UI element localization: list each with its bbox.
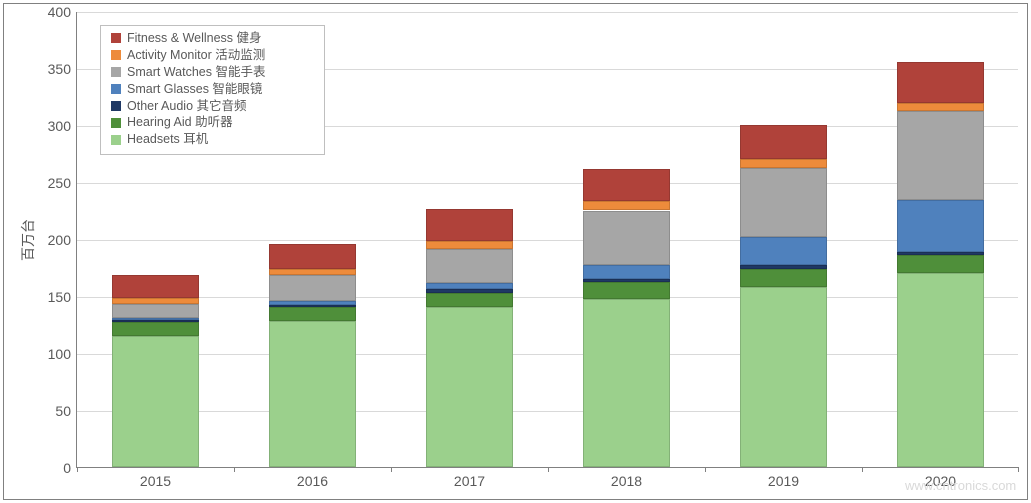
x-tick-label: 2017 bbox=[454, 467, 485, 489]
legend-swatch bbox=[111, 84, 121, 94]
bar-segment-smartwatch bbox=[269, 275, 357, 300]
gridline bbox=[77, 297, 1018, 298]
y-axis-title: 百万台 bbox=[18, 219, 38, 261]
legend-label: Smart Watches 智能手表 bbox=[127, 64, 265, 81]
gridline bbox=[77, 183, 1018, 184]
bar-segment-otheraudio bbox=[426, 289, 514, 292]
bar-segment-fitness bbox=[897, 62, 985, 103]
bar-segment-smartwatch bbox=[426, 249, 514, 283]
legend-swatch bbox=[111, 118, 121, 128]
bar-segment-fitness bbox=[426, 209, 514, 241]
x-tick-mark bbox=[77, 467, 78, 472]
bar-segment-activity bbox=[583, 201, 671, 210]
gridline bbox=[77, 12, 1018, 13]
legend-label: Fitness & Wellness 健身 bbox=[127, 30, 262, 47]
legend-item-smartglass: Smart Glasses 智能眼镜 bbox=[111, 81, 314, 98]
bar-group bbox=[583, 11, 671, 467]
legend-item-smartwatch: Smart Watches 智能手表 bbox=[111, 64, 314, 81]
legend-swatch bbox=[111, 33, 121, 43]
legend-item-otheraudio: Other Audio 其它音频 bbox=[111, 98, 314, 115]
bar-segment-smartwatch bbox=[740, 168, 828, 236]
bar-segment-otheraudio bbox=[269, 305, 357, 307]
bar-segment-otheraudio bbox=[740, 265, 828, 268]
legend-swatch bbox=[111, 67, 121, 77]
x-tick-mark bbox=[548, 467, 549, 472]
bar-segment-headsets bbox=[740, 287, 828, 467]
bar-segment-smartglass bbox=[112, 318, 200, 320]
x-tick-label: 2018 bbox=[611, 467, 642, 489]
bar-segment-activity bbox=[426, 241, 514, 249]
x-tick-label: 2015 bbox=[140, 467, 171, 489]
bar-segment-smartglass bbox=[426, 283, 514, 289]
legend: Fitness & Wellness 健身Activity Monitor 活动… bbox=[100, 25, 325, 155]
legend-label: Activity Monitor 活动监测 bbox=[127, 47, 265, 64]
legend-item-headsets: Headsets 耳机 bbox=[111, 131, 314, 148]
bar-segment-activity bbox=[269, 269, 357, 276]
bar-segment-hearingaid bbox=[112, 322, 200, 336]
bar-segment-fitness bbox=[583, 169, 671, 201]
legend-label: Smart Glasses 智能眼镜 bbox=[127, 81, 262, 98]
bar-group bbox=[426, 11, 514, 467]
bar-segment-smartglass bbox=[740, 237, 828, 266]
y-tick-label: 50 bbox=[55, 403, 77, 419]
y-tick-label: 100 bbox=[48, 346, 77, 362]
bar-group bbox=[740, 11, 828, 467]
bar-segment-fitness bbox=[112, 275, 200, 298]
x-tick-mark bbox=[391, 467, 392, 472]
bar-segment-hearingaid bbox=[269, 307, 357, 321]
y-tick-label: 150 bbox=[48, 289, 77, 305]
bar-segment-otheraudio bbox=[112, 320, 200, 322]
bar-segment-activity bbox=[112, 298, 200, 304]
legend-item-hearingaid: Hearing Aid 助听器 bbox=[111, 114, 314, 131]
bar-segment-fitness bbox=[740, 125, 828, 159]
gridline bbox=[77, 411, 1018, 412]
bar-segment-hearingaid bbox=[426, 293, 514, 308]
gridline bbox=[77, 240, 1018, 241]
legend-item-fitness: Fitness & Wellness 健身 bbox=[111, 30, 314, 47]
x-tick-mark bbox=[234, 467, 235, 472]
y-tick-label: 0 bbox=[63, 460, 77, 476]
y-tick-label: 250 bbox=[48, 175, 77, 191]
bar-segment-hearingaid bbox=[583, 282, 671, 299]
bar-segment-smartwatch bbox=[112, 304, 200, 318]
bar-segment-hearingaid bbox=[740, 269, 828, 287]
legend-swatch bbox=[111, 135, 121, 145]
y-tick-label: 200 bbox=[48, 232, 77, 248]
bar-segment-otheraudio bbox=[583, 279, 671, 282]
x-tick-label: 2016 bbox=[297, 467, 328, 489]
legend-label: Hearing Aid 助听器 bbox=[127, 114, 233, 131]
bar-segment-fitness bbox=[269, 244, 357, 269]
legend-swatch bbox=[111, 50, 121, 60]
bar-segment-headsets bbox=[583, 299, 671, 467]
x-tick-label: 2019 bbox=[768, 467, 799, 489]
bar-segment-headsets bbox=[112, 336, 200, 467]
bar-segment-smartglass bbox=[269, 301, 357, 306]
x-tick-mark bbox=[705, 467, 706, 472]
bar-segment-headsets bbox=[269, 321, 357, 467]
bar-segment-activity bbox=[897, 103, 985, 111]
bar-segment-activity bbox=[740, 159, 828, 168]
bar-segment-headsets bbox=[897, 273, 985, 467]
y-tick-label: 400 bbox=[48, 4, 77, 20]
legend-swatch bbox=[111, 101, 121, 111]
bar-segment-smartglass bbox=[897, 200, 985, 251]
legend-label: Headsets 耳机 bbox=[127, 131, 208, 148]
x-tick-mark bbox=[862, 467, 863, 472]
bar-group bbox=[897, 11, 985, 467]
bar-segment-otheraudio bbox=[897, 252, 985, 255]
bar-segment-smartwatch bbox=[897, 111, 985, 200]
bar-segment-hearingaid bbox=[897, 255, 985, 273]
bar-segment-smartwatch bbox=[583, 211, 671, 266]
watermark: www.cntronics.com bbox=[905, 478, 1016, 493]
gridline bbox=[77, 354, 1018, 355]
bar-segment-smartglass bbox=[583, 265, 671, 279]
legend-item-activity: Activity Monitor 活动监测 bbox=[111, 47, 314, 64]
y-tick-label: 350 bbox=[48, 61, 77, 77]
x-tick-mark bbox=[1018, 467, 1019, 472]
y-tick-label: 300 bbox=[48, 118, 77, 134]
bar-segment-headsets bbox=[426, 307, 514, 467]
legend-label: Other Audio 其它音频 bbox=[127, 98, 247, 115]
